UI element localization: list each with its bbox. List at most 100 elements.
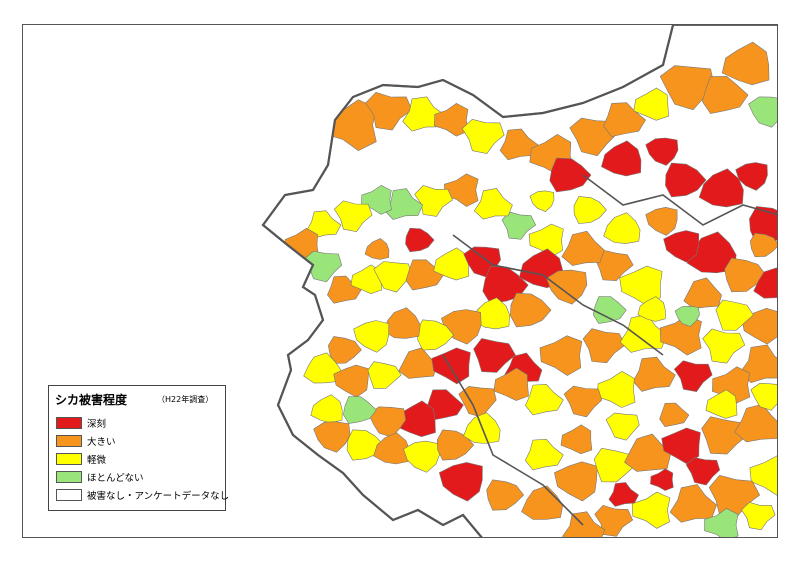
municipality-region [685,457,721,486]
municipality-region [701,416,749,455]
legend-item-large: 大きい [56,434,116,448]
municipality-region [593,447,637,483]
municipality-region [715,299,754,331]
municipality-region [721,41,770,86]
municipality-region [637,296,666,322]
legend-swatch-severe [56,417,82,429]
municipality-region [748,96,777,128]
municipality-region [735,162,768,191]
legend-label-almost-none: ほとんどない [87,473,144,484]
municipality-region [562,511,606,537]
municipality-region [669,484,717,523]
municipality-region [433,103,469,137]
municipality-region [674,305,700,327]
legend-item-severe: 深刻 [56,416,106,430]
municipality-region [740,344,777,384]
municipality-region [659,402,690,428]
municipality-region [702,328,746,364]
municipality-region [595,249,634,282]
legend-swatch-minor [56,453,82,465]
municipality-region [673,360,713,393]
legend-survey-note: （H22年調査） [157,395,214,404]
municipality-region [741,501,776,531]
municipality-region [734,403,777,443]
municipality-region [631,491,671,529]
municipality-region [749,232,777,258]
municipality-region [509,292,552,328]
municipality-region [659,65,715,111]
municipality-region [373,261,412,293]
municipality-region [549,157,592,193]
municipality-region [645,137,679,166]
municipality-region [398,347,437,379]
municipality-region [554,461,598,502]
municipality-region [605,412,640,441]
municipality-region [633,87,670,121]
municipality-region [645,206,678,236]
municipality-region [414,185,453,217]
municipality-region [403,440,440,473]
municipality-region [458,386,497,418]
prefecture-boundary-1 [334,25,675,121]
damage-map [261,25,777,537]
municipality-region [493,367,529,401]
municipality-region [433,247,470,281]
municipality-region [501,211,537,240]
municipality-region [561,230,605,266]
municipality-region [749,455,777,496]
municipality-region [303,352,342,384]
legend-label-no-data: 被害なし・アンケートデータなし [87,491,230,502]
legend-swatch-almost-none [56,471,82,483]
municipality-region [573,196,607,224]
municipality-region [563,385,603,418]
municipality-region [601,140,642,177]
municipality-region [405,227,435,253]
municipality-region [603,212,641,244]
municipality-region [364,238,390,260]
municipality-region [539,335,583,376]
legend: シカ被害程度 （H22年調査） 深刻 大きい 軽微 ほとんどない 被害なし・アン… [48,385,229,511]
regional-boundary-3 [442,354,584,526]
municipality-region [753,267,777,299]
municipality-region [373,432,410,465]
municipality-region [750,382,777,411]
municipality-region [608,482,639,507]
regional-boundary-1 [582,174,777,226]
municipality-region [632,356,676,392]
municipality-region [306,210,342,239]
municipality-region [683,277,722,309]
municipality-region [624,433,671,472]
municipality-region [603,102,646,137]
municipality-region [705,389,738,419]
municipality-region [569,117,617,157]
municipality-region [353,320,390,353]
municipality-region [438,462,483,502]
municipality-region [701,76,749,114]
municipality-region [327,336,362,364]
municipality-region [436,429,475,461]
municipality-region [327,275,362,304]
municipality-region [473,338,516,373]
municipality-region [528,223,564,258]
legend-item-minor: 軽微 [56,452,106,466]
municipality-region [431,347,471,385]
municipality-region [473,187,513,220]
legend-swatch-large [56,435,82,447]
municipality-region [529,190,555,212]
municipality-region [663,230,700,263]
municipality-region [665,162,707,198]
municipality-region [650,468,674,491]
legend-item-no-data: 被害なし・アンケートデータなし [56,488,229,502]
municipality-region [342,396,377,424]
municipality-region [310,394,343,424]
municipality-region [704,508,739,537]
municipality-region [560,424,593,455]
legend-label-large: 大きい [87,437,116,448]
municipality-region [524,438,564,471]
municipality-region [499,128,539,161]
municipality-region [582,328,626,364]
municipality-region [698,168,744,208]
legend-item-almost-none: ほとんどない [56,470,144,484]
legend-title: シカ被害程度 [55,393,128,407]
legend-swatch-no-data [56,489,82,501]
